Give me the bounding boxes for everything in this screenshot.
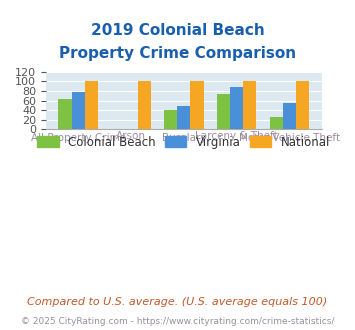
Bar [296,82,309,129]
Bar [85,82,98,129]
Legend: Colonial Beach, Virginia, National: Colonial Beach, Virginia, National [33,131,335,153]
Bar [164,110,177,129]
Bar [177,106,190,129]
Bar [283,103,296,129]
Text: Larceny & Theft: Larceny & Theft [195,131,278,141]
Text: Property Crime Comparison: Property Crime Comparison [59,46,296,61]
Bar [72,92,85,129]
Text: Motor Vehicle Theft: Motor Vehicle Theft [239,133,340,143]
Bar [217,94,230,129]
Text: Compared to U.S. average. (U.S. average equals 100): Compared to U.S. average. (U.S. average … [27,297,328,307]
Text: 2019 Colonial Beach: 2019 Colonial Beach [91,23,264,38]
Text: Burglary: Burglary [162,133,206,143]
Bar [138,82,151,129]
Bar [190,82,203,129]
Bar [269,117,283,129]
Text: © 2025 CityRating.com - https://www.cityrating.com/crime-statistics/: © 2025 CityRating.com - https://www.city… [21,317,334,326]
Bar [230,87,243,129]
Text: Arson: Arson [116,131,146,141]
Bar [58,99,72,129]
Bar [243,82,256,129]
Text: All Property Crime: All Property Crime [31,133,126,143]
